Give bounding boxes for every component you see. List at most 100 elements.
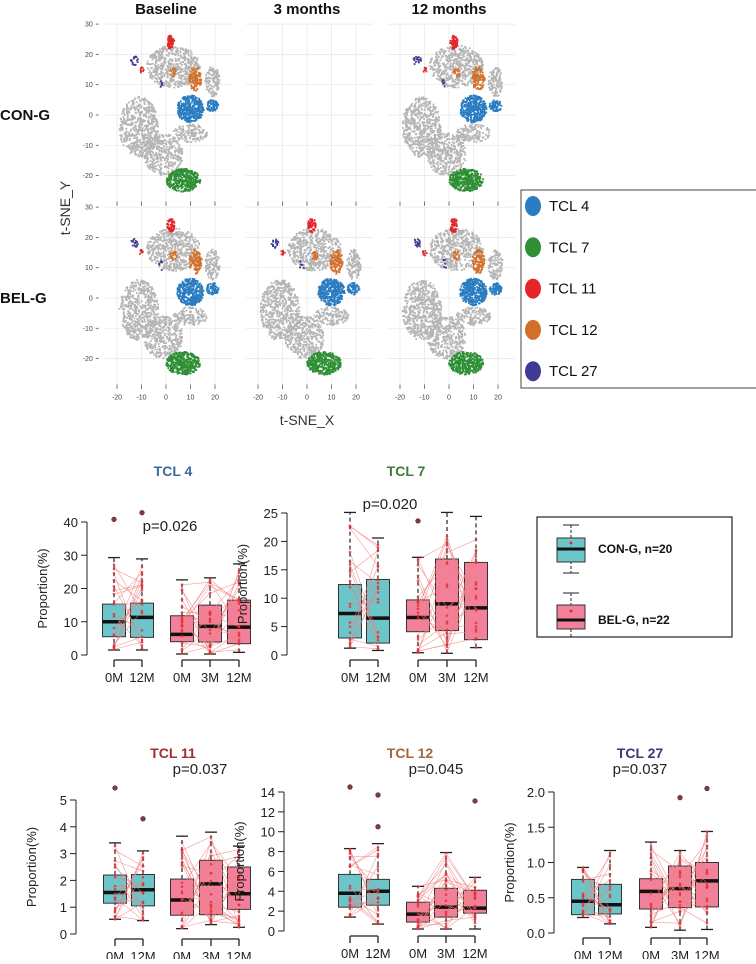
tsne-point-background [475, 128, 477, 130]
tsne-point-background [412, 147, 414, 149]
tsne-point-background [430, 157, 432, 159]
tsne-point-tcl-4 [201, 107, 203, 109]
tsne-point-background [156, 50, 158, 52]
tsne-point-background [472, 127, 474, 129]
tsne-point-background [151, 165, 153, 167]
tsne-point-background [423, 103, 425, 105]
tsne-point-background [462, 71, 464, 73]
tsne-point-background [447, 73, 449, 75]
tsne-point-tcl-12 [194, 78, 196, 80]
tsne-point-background [188, 141, 190, 143]
tsne-point-tcl-12 [172, 68, 174, 70]
tsne-point-tcl-7 [189, 179, 191, 181]
tsne-point-background [177, 134, 179, 136]
tsne-point-background [447, 79, 449, 81]
tsne-point-background [151, 127, 153, 129]
tsne-point-tcl-4 [475, 107, 477, 109]
tsne-point-background [435, 56, 437, 58]
tsne-point-background [153, 127, 155, 129]
tsne-point-background [464, 137, 466, 139]
tsne-point-tcl-4 [465, 110, 467, 112]
tsne-point-background [156, 140, 158, 142]
tsne-point-tcl-12 [171, 75, 173, 77]
tsne-point-background [418, 104, 420, 106]
tsne-point-tcl-7 [184, 188, 186, 190]
tsne-point-tcl-7 [181, 184, 183, 186]
tsne-point-background [159, 149, 161, 151]
tsne-point-background [464, 139, 466, 141]
tsne-point-background [457, 65, 459, 67]
tsne-point-background [181, 64, 183, 66]
tsne-point-background [177, 156, 179, 158]
tsne-point-background [442, 170, 444, 172]
tsne-point-background [188, 55, 190, 57]
tsne-point-background [144, 120, 146, 122]
tsne-point-background [416, 125, 418, 127]
tsne-point-tcl-7 [180, 170, 182, 172]
tsne-point-tcl-4 [479, 113, 481, 115]
tsne-point-tcl-7 [171, 179, 173, 181]
tsne-point-background [200, 138, 202, 140]
tsne-point-background [151, 119, 153, 121]
tsne-point-background [435, 119, 437, 121]
tsne-point-background [438, 155, 440, 157]
tsne-point-background [128, 102, 130, 104]
tsne-point-background [134, 112, 136, 114]
tsne-point-tcl-7 [185, 179, 187, 181]
tsne-point-background [147, 158, 149, 160]
tsne-panel-con-g-2 [388, 24, 515, 206]
tsne-point-tcl-12 [190, 84, 192, 86]
tsne-point-background [178, 139, 180, 141]
tsne-point-background [122, 129, 124, 131]
tsne-point-background [217, 71, 219, 73]
tsne-point-background [135, 130, 137, 132]
tsne-point-tcl-4 [195, 103, 197, 105]
tsne-point-background [432, 152, 434, 154]
tsne-point-background [482, 132, 484, 134]
tsne-point-background [445, 164, 447, 166]
tsne-point-background [441, 55, 443, 57]
tsne-point-background [459, 131, 461, 133]
tsne-point-background [163, 63, 165, 65]
tsne-point-tcl-12 [194, 75, 196, 77]
tsne-point-background [140, 100, 142, 102]
tsne-point-background [192, 123, 194, 125]
tsne-point-tcl-7 [182, 171, 184, 173]
tsne-point-tcl-4 [468, 102, 470, 104]
tsne-point-background [480, 65, 482, 67]
tsne-point-tcl-7 [176, 190, 178, 192]
tsne-point-tcl-27 [160, 86, 162, 88]
tsne-point-background [425, 101, 427, 103]
tsne-point-background [447, 55, 449, 57]
tsne-point-background [436, 69, 438, 71]
tsne-point-background [120, 118, 122, 120]
tsne-point-background [193, 138, 195, 140]
tsne-point-background [152, 75, 154, 77]
tsne-point-background [415, 133, 417, 135]
tsne-point-background [488, 76, 490, 78]
tsne-point-background [430, 125, 432, 127]
tsne-point-tcl-4 [192, 120, 194, 122]
tsne-point-background [433, 169, 435, 171]
tsne-point-tcl-7 [173, 172, 175, 174]
tsne-point-background [436, 149, 438, 151]
tsne-point-background [191, 125, 193, 127]
tsne-point-background [205, 83, 207, 85]
tsne-point-background [421, 135, 423, 137]
tsne-point-background [450, 63, 452, 65]
tsne-point-tcl-7 [180, 191, 182, 193]
tsne-point-background [214, 84, 216, 86]
tsne-point-background [421, 149, 423, 151]
tsne-point-background [445, 153, 447, 155]
tsne-point-background [168, 142, 170, 144]
tsne-point-background [427, 135, 429, 137]
tsne-point-background [184, 63, 186, 65]
tsne-point-background [194, 64, 196, 66]
tsne-point-background [478, 126, 480, 128]
tsne-point-tcl-7 [169, 177, 171, 179]
tsne-point-background [158, 81, 160, 83]
tsne-point-background [172, 166, 174, 168]
tsne-point-background [153, 155, 155, 157]
tsne-point-background [150, 160, 152, 162]
tsne-point-background [430, 137, 432, 139]
